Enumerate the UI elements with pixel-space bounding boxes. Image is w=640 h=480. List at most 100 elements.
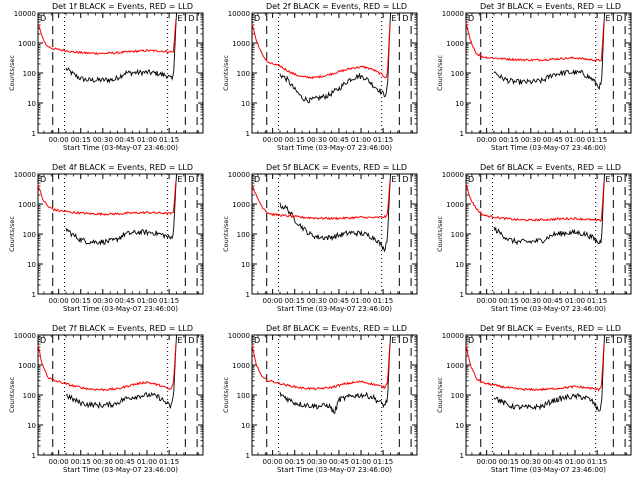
marker-letter: D xyxy=(402,175,408,184)
plot-frame xyxy=(37,334,204,456)
y-tick-label: 1 xyxy=(246,291,250,299)
x-tick-label: 00:45 xyxy=(543,136,563,144)
x-tick-label: 00:45 xyxy=(115,458,135,466)
x-tick-label: 00:15 xyxy=(285,458,305,466)
panel-det-1f: Det 1f BLACK = Events, RED = LLD 1 10 100 10… xyxy=(8,2,204,152)
x-tick-label: 01:15 xyxy=(587,297,607,305)
marker-letter: E xyxy=(605,14,610,23)
y-tick-label: 100 xyxy=(451,392,464,400)
x-tick-label: 01:15 xyxy=(159,458,179,466)
marker-letter: D xyxy=(402,336,408,345)
y-tick-label: 100 xyxy=(451,231,464,239)
marker-letter: E xyxy=(391,175,396,184)
x-tick-label: 00:15 xyxy=(499,297,519,305)
series-events-line xyxy=(279,173,391,253)
x-tick-label: 01:00 xyxy=(351,136,371,144)
x-tick-label: 00:45 xyxy=(329,136,349,144)
y-tick-label: 100 xyxy=(23,392,36,400)
y-tick-label: 1 xyxy=(32,130,36,138)
series-lld-line xyxy=(465,21,605,62)
y-tick-label: 10000 xyxy=(442,332,464,340)
series-lld-line xyxy=(251,181,391,221)
y-tick-label: 10 xyxy=(455,261,464,269)
x-axis-label: Start Time (03-May-07 23:46:00) xyxy=(491,144,606,152)
x-tick-label: 01:00 xyxy=(565,458,585,466)
y-tick-label: 10000 xyxy=(14,171,36,179)
marker-letter: E xyxy=(177,14,182,23)
panel-title: Det 9f BLACK = Events, RED = LLD xyxy=(480,324,621,333)
series-events-line xyxy=(279,12,391,104)
x-tick-label: 01:15 xyxy=(373,297,393,305)
x-tick-label: 00:15 xyxy=(71,458,91,466)
panel-det-8f: Det 8f BLACK = Events, RED = LLD 1 10 100 10… xyxy=(222,324,418,474)
series-events-line xyxy=(65,173,177,246)
series-lld-line xyxy=(251,343,391,391)
panel-det-2f: Det 2f BLACK = Events, RED = LLD 1 10 100 10… xyxy=(222,2,418,152)
x-tick-label: 00:00 xyxy=(263,136,283,144)
y-axis-label: Counts/sec xyxy=(222,55,230,91)
series-events-line xyxy=(65,334,177,409)
x-axis-label: Start Time (03-May-07 23:46:00) xyxy=(63,305,178,313)
marker-letter: D xyxy=(254,336,260,345)
y-axis-label: Counts/sec xyxy=(8,55,16,91)
panel-title: Det 4f BLACK = Events, RED = LLD xyxy=(52,163,193,172)
y-tick-label: 10 xyxy=(27,261,36,269)
y-tick-label: 10000 xyxy=(228,10,250,18)
plot-frame xyxy=(465,334,632,456)
x-tick-label: 00:30 xyxy=(93,458,113,466)
marker-letter: D xyxy=(40,336,46,345)
plot-frame xyxy=(465,12,632,134)
y-tick-label: 10000 xyxy=(442,10,464,18)
panel-title: Det 5f BLACK = Events, RED = LLD xyxy=(266,163,407,172)
panel-title: Det 1f BLACK = Events, RED = LLD xyxy=(52,2,193,11)
x-tick-label: 00:00 xyxy=(49,136,69,144)
marker-letter: D xyxy=(188,14,194,23)
y-tick-label: 1 xyxy=(32,452,36,460)
y-tick-label: 10 xyxy=(27,100,36,108)
x-tick-label: 00:15 xyxy=(499,458,519,466)
series-lld-line xyxy=(37,180,177,217)
panel-det-7f: Det 7f BLACK = Events, RED = LLD 1 10 100 10… xyxy=(8,324,204,474)
y-tick-label: 10 xyxy=(27,422,36,430)
panel-det-4f: Det 4f BLACK = Events, RED = LLD 1 10 100 10… xyxy=(8,163,204,313)
panel-title: Det 7f BLACK = Events, RED = LLD xyxy=(52,324,193,333)
x-tick-label: 00:30 xyxy=(307,297,327,305)
marker-letter: D xyxy=(188,336,194,345)
y-axis-label: Counts/sec xyxy=(436,377,444,413)
series-events-line xyxy=(65,12,177,84)
y-tick-label: 1000 xyxy=(232,40,250,48)
y-tick-label: 10000 xyxy=(442,171,464,179)
x-axis-label: Start Time (03-May-07 23:46:00) xyxy=(277,305,392,313)
x-tick-label: 00:30 xyxy=(93,297,113,305)
x-tick-label: 01:00 xyxy=(137,297,157,305)
x-tick-label: 01:00 xyxy=(137,458,157,466)
plot-frame xyxy=(37,12,204,134)
marker-letter: E xyxy=(391,14,396,23)
x-tick-label: 01:00 xyxy=(565,297,585,305)
x-axis-label: Start Time (03-May-07 23:46:00) xyxy=(491,305,606,313)
x-tick-label: 00:15 xyxy=(285,136,305,144)
y-tick-label: 10 xyxy=(241,261,250,269)
x-axis-label: Start Time (03-May-07 23:46:00) xyxy=(277,466,392,474)
series-lld-line xyxy=(37,19,177,55)
marker-letter: D xyxy=(616,336,622,345)
panel-det-6f: Det 6f BLACK = Events, RED = LLD 1 10 100 10… xyxy=(436,163,632,313)
x-tick-label: 01:00 xyxy=(137,136,157,144)
y-tick-label: 1000 xyxy=(446,362,464,370)
series-lld-line xyxy=(37,343,177,392)
x-axis-label: Start Time (03-May-07 23:46:00) xyxy=(63,466,178,474)
series-lld-line xyxy=(465,182,605,223)
y-tick-label: 100 xyxy=(23,231,36,239)
y-tick-label: 10000 xyxy=(228,332,250,340)
y-axis-label: Counts/sec xyxy=(436,55,444,91)
marker-letter: D xyxy=(616,175,622,184)
y-tick-label: 1 xyxy=(460,130,464,138)
x-tick-label: 00:30 xyxy=(521,297,541,305)
plot-frame xyxy=(251,173,418,295)
y-tick-label: 1000 xyxy=(18,40,36,48)
plot-frame xyxy=(37,173,204,295)
marker-letter: D xyxy=(254,175,260,184)
marker-letter: D xyxy=(40,175,46,184)
y-axis-label: Counts/sec xyxy=(222,377,230,413)
